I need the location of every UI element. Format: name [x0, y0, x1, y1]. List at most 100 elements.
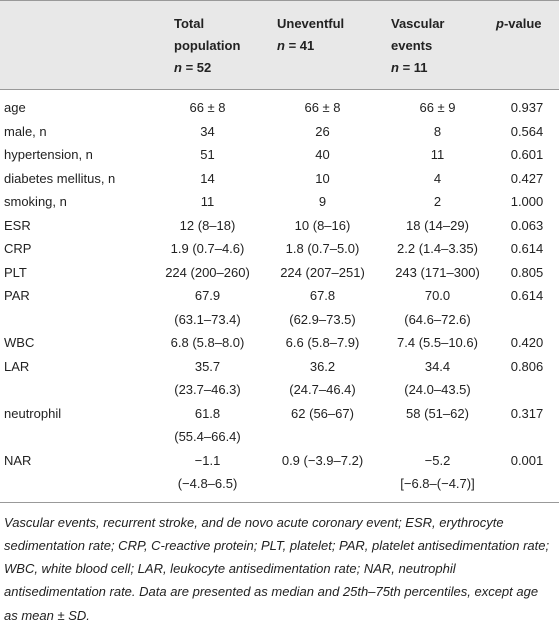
table-cell: 224 (207–251) [280, 264, 365, 280]
table-row: diabetes mellitus, n 14 10 4 0.427 [0, 167, 559, 191]
cell-line: 35.7 [194, 358, 221, 374]
table-body: age 66 ± 8 66 ± 8 66 ± 9 0.937 male, n 34 26 8 0.… [0, 90, 559, 503]
table-cell: 0.063 [510, 217, 544, 233]
row-label: PLT [4, 264, 27, 280]
table: Total population n = 52 Uneventful n = 41 Va… [0, 0, 559, 503]
table-cell: 40 [315, 147, 330, 162]
table-row: NAR −1.1 (−4.8–6.5) 0.9 (−3.9–7.2) −5.2 [−6.8… [0, 448, 559, 503]
table-cell: 2.2 (1.4–3.35) [397, 241, 478, 256]
table-cell: 4 [433, 170, 442, 186]
n-value: = 41 [288, 38, 315, 53]
header-n: n = 52 [174, 57, 265, 79]
table-cell: 70.0 (64.6–72.6) [380, 284, 495, 331]
table-cell: 0.001 [495, 448, 559, 503]
cell-line: 70.0 [424, 288, 451, 303]
header-title: Vascular events [391, 16, 445, 53]
header-title: -value [503, 16, 542, 31]
table-row: smoking, n 11 9 2 1.000 [0, 190, 559, 214]
header-cell: Vascular events n = 11 [380, 0, 495, 90]
n-value: = 52 [185, 60, 212, 75]
table-cell: 0.9 (−3.9–7.2) [265, 448, 380, 503]
table-cell: 51 [200, 147, 215, 162]
table-cell: 34.4 (24.0–43.5) [380, 355, 495, 402]
row-label: CRP [4, 241, 32, 256]
table-cell: 34 [200, 123, 215, 139]
table-cell: 0.601 [510, 147, 544, 162]
table-cell: 36.2 (24.7–46.4) [265, 355, 380, 402]
n-value: = 11 [402, 60, 428, 75]
table-cell: 224 (200–260) [165, 264, 250, 280]
table-cell: 0.427 [510, 170, 544, 186]
cell-line: 67.9 [194, 288, 221, 303]
table-header: Total population n = 52 Uneventful n = 41 Va… [0, 0, 559, 90]
cell-line: (23.7–46.3) [174, 382, 241, 397]
row-label: NAR [0, 448, 150, 503]
cell-line: (24.0–43.5) [404, 382, 471, 397]
table-row: LAR 35.7 (23.7–46.3) 36.2 (24.7–46.4) 34.4 (24… [0, 355, 559, 402]
table-cell: 0.614 [510, 241, 544, 256]
cell-line: −1.1 [194, 452, 221, 468]
cell-line: (24.7–46.4) [289, 382, 356, 397]
cell-line: [−6.8–(−4.7)] [400, 476, 475, 491]
table-cell: −5.2 [−6.8–(−4.7)] [380, 448, 495, 503]
table-cell: 62 (56–67) [291, 405, 354, 421]
table-cell: 35.7 (23.7–46.3) [150, 355, 265, 402]
table-cell: 61.8 (55.4–66.4) [150, 402, 265, 449]
row-label: LAR [4, 358, 30, 374]
table-cell: 66 ± 9 [419, 100, 456, 115]
table-cell: 0.614 [510, 288, 544, 303]
row-label: WBC [4, 335, 35, 350]
cell-line: (62.9–73.5) [289, 311, 356, 327]
cell-line: (55.4–66.4) [174, 429, 241, 444]
cell-line: −5.2 [424, 452, 451, 468]
table-cell: 0.805 [510, 264, 544, 280]
table-cell: 7.4 (5.5–10.6) [397, 335, 478, 350]
n-symbol: n [174, 60, 182, 75]
n-symbol: n [391, 60, 399, 75]
table-cell: 243 (171–300) [395, 264, 480, 280]
cell-line: (64.6–72.6) [404, 311, 471, 327]
table-cell: 1.8 (0.7–5.0) [285, 241, 360, 256]
table-cell: 11 [430, 147, 445, 162]
table-cell: 11 [200, 194, 215, 209]
header-cell: Uneventful n = 41 [265, 0, 380, 90]
table-cell: 66 ± 8 [304, 100, 341, 115]
table-cell: 18 (14–29) [406, 217, 469, 233]
table-cell: 0.420 [510, 335, 544, 350]
cell-line: 67.8 [309, 288, 336, 303]
p-symbol: p [496, 16, 504, 31]
header-n: n = 11 [391, 57, 495, 79]
row-label: diabetes mellitus, n [4, 170, 116, 186]
n-symbol: n [277, 38, 285, 53]
table-row: PLT 224 (200–260) 224 (207–251) 243 (171–30… [0, 261, 559, 285]
row-label: smoking, n [4, 194, 67, 209]
table-cell: 67.8 (62.9–73.5) [265, 284, 380, 331]
table-cell: 0.937 [510, 100, 544, 115]
table-cell: 8 [433, 123, 442, 139]
table-cell: 67.9 (63.1–73.4) [150, 284, 265, 331]
table-cell: 58 (51–62) [406, 405, 469, 421]
row-label: neutrophil [4, 405, 62, 421]
row-label: ESR [4, 217, 31, 233]
table-row: age 66 ± 8 66 ± 8 66 ± 9 0.937 [0, 90, 559, 120]
table-cell: 10 [315, 170, 330, 186]
cell-line: 34.4 [424, 358, 451, 374]
table-cell: 0.317 [510, 405, 544, 421]
table-cell: 1.9 (0.7–4.6) [170, 241, 245, 256]
cell-line: 36.2 [309, 358, 336, 374]
table-row: CRP 1.9 (0.7–4.6) 1.8 (0.7–5.0) 2.2 (1.4–3.… [0, 237, 559, 261]
table-row: WBC 6.8 (5.8–8.0) 6.6 (5.8–7.9) 7.4 (5.5–10… [0, 331, 559, 355]
table-cell: 14 [200, 170, 215, 186]
row-label: hypertension, n [4, 147, 93, 162]
cell-line: 61.8 [194, 405, 221, 421]
table-row: ESR 12 (8–18) 10 (8–16) 18 (14–29) 0.063 [0, 214, 559, 238]
cell-line: (63.1–73.4) [174, 311, 241, 327]
table-row: neutrophil 61.8 (55.4–66.4) 62 (56–67) 58 (5… [0, 402, 559, 449]
row-label: male, n [4, 123, 47, 139]
table-cell: 66 ± 8 [189, 100, 226, 115]
header-cell [0, 0, 150, 90]
table-row: PAR 67.9 (63.1–73.4) 67.8 (62.9–73.5) 70.0 (64… [0, 284, 559, 331]
cell-line: (−4.8–6.5) [177, 476, 238, 491]
table-cell: 26 [315, 123, 330, 139]
header-title: Total population [174, 16, 241, 53]
